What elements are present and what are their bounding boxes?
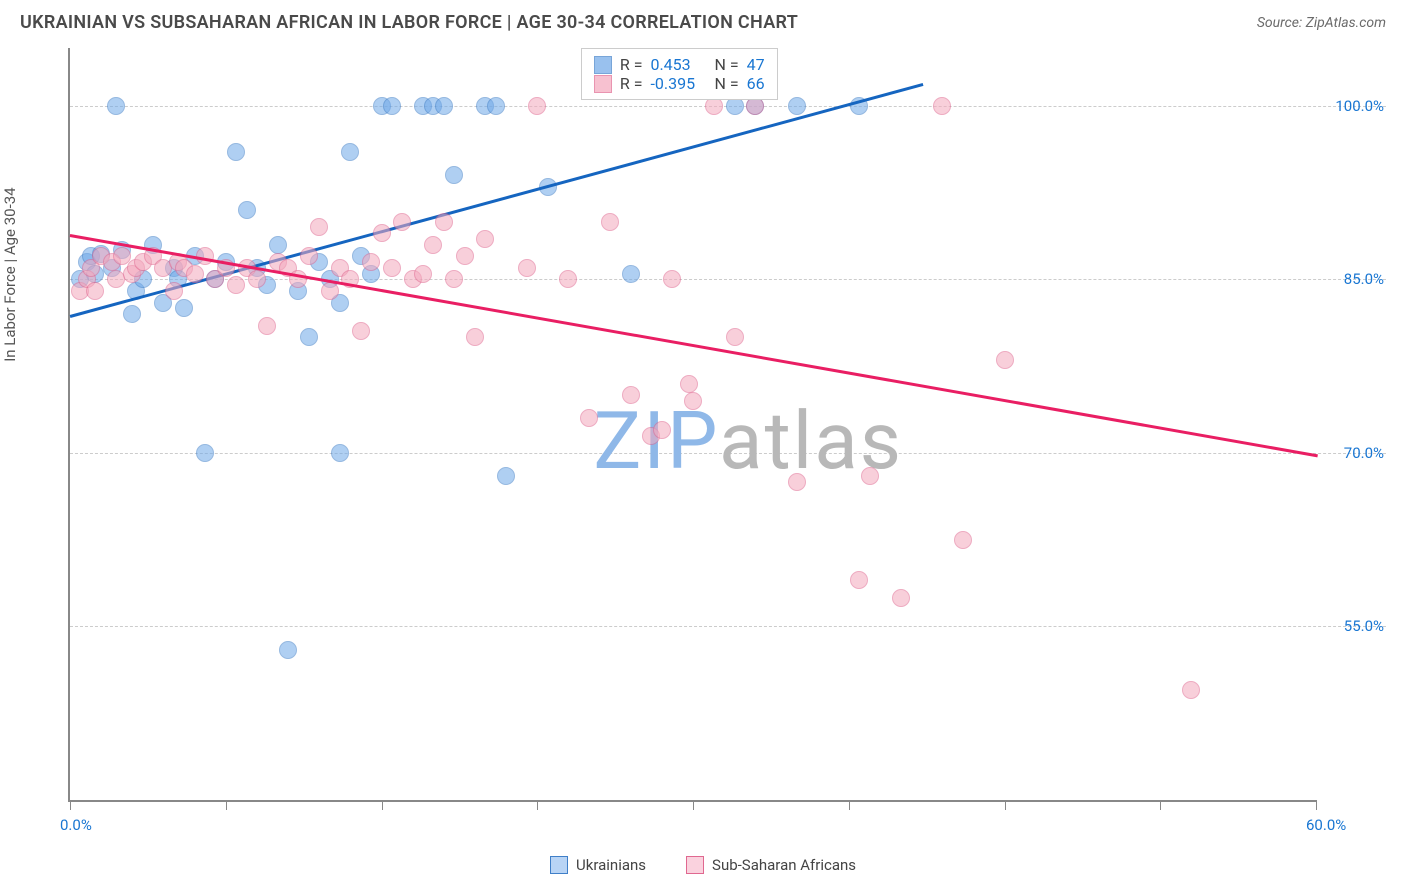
y-tick-label: 100.0% (1335, 97, 1384, 115)
data-point (497, 467, 515, 485)
legend-swatch (550, 856, 568, 874)
data-point (238, 201, 256, 219)
data-point (227, 276, 245, 294)
data-point (476, 230, 494, 248)
legend-label: Ukrainians (576, 856, 646, 874)
x-tick (382, 800, 383, 810)
data-point (601, 213, 619, 231)
data-point (107, 97, 125, 115)
header: UKRAINIAN VS SUBSAHARAN AFRICAN IN LABOR… (0, 0, 1406, 41)
data-point (435, 213, 453, 231)
data-point (414, 265, 432, 283)
x-tick-label: 60.0% (1306, 816, 1346, 834)
stats-box: R =0.453N =47R =-0.395N =66 (581, 48, 778, 100)
source-text: Source: ZipAtlas.com (1257, 15, 1386, 31)
data-point (362, 253, 380, 271)
legend-swatch (594, 56, 612, 74)
data-point (86, 282, 104, 300)
legend-item: Ukrainians (550, 856, 646, 874)
data-point (954, 531, 972, 549)
data-point (186, 265, 204, 283)
data-point (456, 247, 474, 265)
stats-row: R =0.453N =47 (594, 55, 765, 74)
data-point (107, 270, 125, 288)
data-point (788, 473, 806, 491)
data-point (331, 444, 349, 462)
chart-container: UKRAINIAN VS SUBSAHARAN AFRICAN IN LABOR… (0, 0, 1406, 892)
data-point (383, 97, 401, 115)
chart-title: UKRAINIAN VS SUBSAHARAN AFRICAN IN LABOR… (20, 12, 798, 33)
data-point (310, 218, 328, 236)
data-point (518, 259, 536, 277)
data-point (892, 589, 910, 607)
data-point (933, 97, 951, 115)
y-tick-label: 55.0% (1344, 617, 1384, 635)
data-point (424, 236, 442, 254)
x-tick (70, 800, 71, 810)
data-point (321, 282, 339, 300)
data-point (300, 247, 318, 265)
gridline (70, 626, 1386, 627)
legend: Ukrainians Sub-Saharan Africans (0, 856, 1406, 874)
data-point (383, 259, 401, 277)
data-point (726, 328, 744, 346)
data-point (996, 351, 1014, 369)
legend-swatch (594, 75, 612, 93)
data-point (435, 97, 453, 115)
data-point (653, 421, 671, 439)
legend-label: Sub-Saharan Africans (712, 856, 856, 874)
y-tick-label: 85.0% (1344, 270, 1384, 288)
data-point (227, 143, 245, 161)
data-point (487, 97, 505, 115)
data-point (445, 166, 463, 184)
data-point (466, 328, 484, 346)
x-tick (1005, 800, 1006, 810)
data-point (393, 213, 411, 231)
y-tick-label: 70.0% (1344, 444, 1384, 462)
data-point (663, 270, 681, 288)
data-point (279, 641, 297, 659)
data-point (850, 571, 868, 589)
data-point (341, 143, 359, 161)
plot-area: 55.0%70.0%85.0%100.0%0.0%60.0%ZIPatlasR … (68, 48, 1316, 802)
data-point (445, 270, 463, 288)
legend-swatch (686, 856, 704, 874)
watermark: ZIPatlas (593, 394, 903, 488)
data-point (196, 444, 214, 462)
gridline (70, 453, 1386, 454)
data-point (352, 322, 370, 340)
data-point (580, 409, 598, 427)
x-tick (693, 800, 694, 810)
data-point (1182, 681, 1200, 699)
chart-area: In Labor Force | Age 30-34 55.0%70.0%85.… (20, 48, 1386, 832)
legend-item: Sub-Saharan Africans (686, 856, 856, 874)
data-point (788, 97, 806, 115)
data-point (528, 97, 546, 115)
trend-line (70, 83, 923, 317)
data-point (861, 467, 879, 485)
y-axis-title: In Labor Force | Age 30-34 (1, 187, 19, 361)
x-tick (1316, 800, 1317, 810)
x-tick (1160, 800, 1161, 810)
data-point (622, 265, 640, 283)
data-point (123, 305, 141, 323)
data-point (684, 392, 702, 410)
x-tick (537, 800, 538, 810)
data-point (175, 299, 193, 317)
data-point (258, 317, 276, 335)
x-tick-label: 0.0% (60, 816, 92, 834)
data-point (373, 224, 391, 242)
x-tick (226, 800, 227, 810)
data-point (559, 270, 577, 288)
x-tick (849, 800, 850, 810)
data-point (300, 328, 318, 346)
stats-row: R =-0.395N =66 (594, 74, 765, 93)
trend-line (70, 234, 1318, 457)
data-point (248, 270, 266, 288)
data-point (622, 386, 640, 404)
data-point (680, 375, 698, 393)
data-point (269, 236, 287, 254)
data-point (165, 282, 183, 300)
